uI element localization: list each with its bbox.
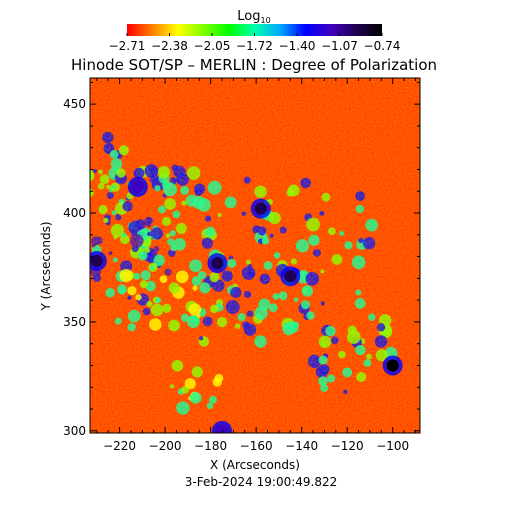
colorbar-tick-label: −1.07 [321, 39, 358, 53]
x-tick-label: −100 [376, 439, 409, 453]
colorbar-label: Log10 [237, 9, 270, 25]
colorbar-tick-label: −1.40 [279, 39, 316, 53]
y-tick-label: 450 [63, 97, 86, 111]
x-tick-label: −220 [103, 439, 136, 453]
x-tick-label: −120 [331, 439, 364, 453]
y-axis-label: Y (Arcseconds) [39, 221, 53, 311]
y-tick-label: 350 [63, 315, 86, 329]
y-tick-label: 400 [63, 206, 86, 220]
x-tick-label: −160 [240, 439, 273, 453]
chart-title: Hinode SOT/SP – MERLIN : Degree of Polar… [71, 56, 437, 74]
x-axis-label: X (Arcseconds) [210, 458, 300, 472]
feature-spot [211, 257, 224, 270]
colorbar-tick-label: −2.38 [151, 39, 188, 53]
feature-spot [386, 359, 399, 372]
plot-frame [89, 77, 421, 434]
x-tick-label: −200 [149, 439, 182, 453]
colorbar-ticks: −2.71 −2.38 −2.05 −1.72 −1.40 −1.07 −0.74 [109, 33, 401, 53]
colorbar [127, 24, 382, 36]
feature-spot [254, 202, 267, 215]
feature-spot [284, 270, 297, 283]
y-tick-label: 300 [63, 424, 86, 438]
colorbar-tick-label: −1.72 [236, 39, 273, 53]
colorbar-tick-label: −2.71 [109, 39, 146, 53]
y-axis: 300 350 400 450 [63, 81, 420, 438]
feature-spot [131, 180, 144, 193]
x-tick-label: −180 [194, 439, 227, 453]
colorbar-tick-label: −0.74 [364, 39, 401, 53]
x-axis: −220 −200 −180 −160 −140 −120 −100 [96, 78, 416, 453]
feature-spot [90, 254, 103, 267]
x-tick-label: −140 [285, 439, 318, 453]
feature-spot [216, 424, 228, 433]
colorbar-tick-label: −2.05 [194, 39, 231, 53]
timestamp: 3-Feb-2024 19:00:49.822 [185, 475, 338, 489]
heatmap-image [90, 78, 420, 433]
